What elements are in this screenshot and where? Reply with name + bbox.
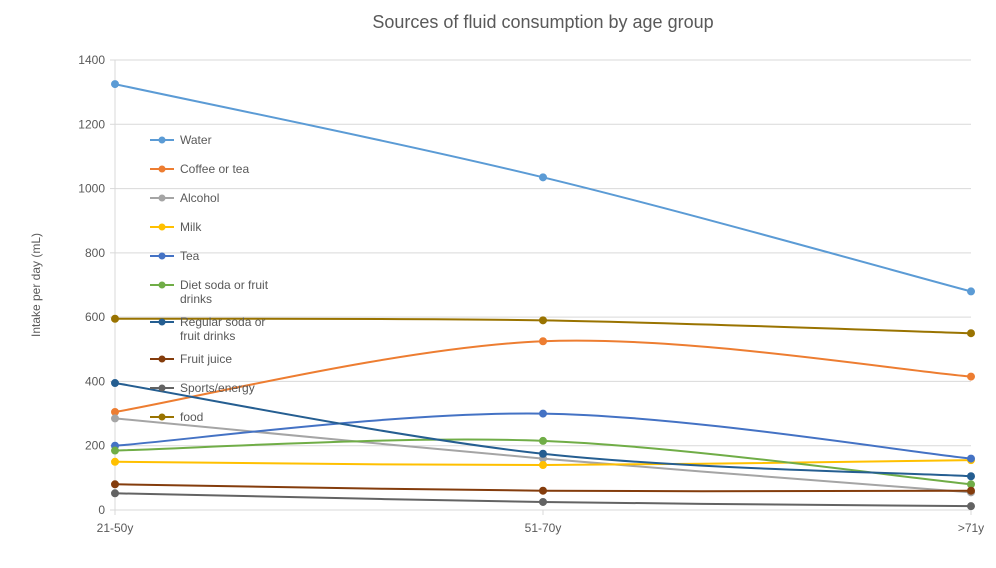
y-tick-label: 400: [85, 374, 105, 388]
legend-label: Milk: [180, 220, 202, 234]
series-marker: [112, 447, 119, 454]
series-marker: [540, 317, 547, 324]
series-marker: [968, 473, 975, 480]
series-marker: [112, 490, 119, 497]
series-marker: [968, 487, 975, 494]
legend-swatch-marker: [159, 195, 166, 202]
series-marker: [112, 315, 119, 322]
legend-label: drinks: [180, 292, 212, 306]
legend-label: Alcohol: [180, 191, 219, 205]
legend-label: Coffee or tea: [180, 162, 249, 176]
legend-label: Fruit juice: [180, 352, 232, 366]
legend-label: Regular soda or: [180, 315, 265, 329]
legend-label: food: [180, 410, 203, 424]
series-marker: [540, 498, 547, 505]
y-tick-label: 200: [85, 439, 105, 453]
fluid-consumption-chart: Sources of fluid consumption by age grou…: [0, 0, 996, 568]
series-marker: [112, 380, 119, 387]
legend-label: Tea: [180, 249, 200, 263]
legend-label: fruit drinks: [180, 329, 235, 343]
x-tick-label: 51-70y: [525, 521, 562, 535]
chart-title: Sources of fluid consumption by age grou…: [372, 12, 713, 32]
series-marker: [112, 481, 119, 488]
series-marker: [112, 81, 119, 88]
series-marker: [112, 458, 119, 465]
y-tick-label: 0: [98, 503, 105, 517]
legend-swatch-marker: [159, 137, 166, 144]
series-marker: [540, 338, 547, 345]
legend-label: Water: [180, 133, 212, 147]
legend-label: Diet soda or fruit: [180, 278, 269, 292]
legend-swatch-marker: [159, 385, 166, 392]
series-marker: [968, 373, 975, 380]
x-tick-label: >71y: [958, 521, 984, 535]
y-axis-label: Intake per day (mL): [29, 233, 43, 337]
series-marker: [968, 330, 975, 337]
series-marker: [540, 487, 547, 494]
y-tick-label: 600: [85, 310, 105, 324]
legend-swatch-marker: [159, 319, 166, 326]
x-tick-label: 21-50y: [97, 521, 134, 535]
legend-swatch-marker: [159, 253, 166, 260]
legend-swatch-marker: [159, 166, 166, 173]
series-marker: [968, 503, 975, 510]
series-marker: [112, 415, 119, 422]
y-tick-label: 1400: [78, 53, 105, 67]
series-marker: [540, 462, 547, 469]
series-marker: [540, 174, 547, 181]
legend-swatch-marker: [159, 414, 166, 421]
y-tick-label: 800: [85, 246, 105, 260]
series-marker: [968, 288, 975, 295]
series-marker: [968, 455, 975, 462]
series-marker: [540, 410, 547, 417]
y-tick-label: 1200: [78, 117, 105, 131]
legend-swatch-marker: [159, 224, 166, 231]
legend-swatch-marker: [159, 282, 166, 289]
legend-label: Sports/energy: [180, 381, 255, 395]
series-marker: [540, 450, 547, 457]
legend-swatch-marker: [159, 356, 166, 363]
series-marker: [540, 437, 547, 444]
y-tick-label: 1000: [78, 182, 105, 196]
